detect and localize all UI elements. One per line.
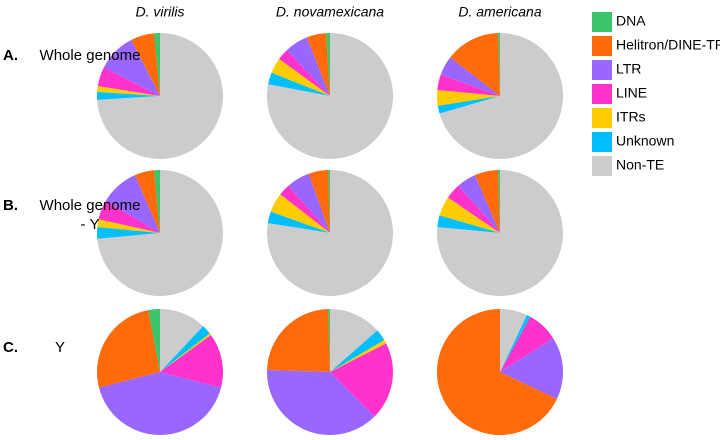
pie-slice (474, 170, 500, 233)
pie-slice (330, 330, 385, 372)
pie-slice (280, 185, 330, 233)
pie-slice (97, 92, 160, 100)
pie-slice (437, 215, 500, 233)
pie-slice (160, 333, 211, 372)
pie-slice (105, 175, 160, 233)
pie-slice (500, 338, 563, 399)
pie-slice (98, 372, 222, 436)
legend-label: Helitron/DINE-TR (616, 37, 720, 53)
pie-slice (437, 170, 563, 297)
row-letter: A. (3, 47, 18, 64)
column-header: D. novamexicana (276, 4, 384, 20)
legend-swatch (592, 60, 612, 80)
row-text: Y (54, 339, 65, 356)
row-text: Whole genome (39, 47, 141, 64)
pie-slice (437, 74, 500, 96)
pie-slice (98, 200, 160, 233)
legend-label: Unknown (616, 133, 674, 149)
pie-slice (267, 33, 394, 159)
pie-slice (500, 309, 527, 372)
pie-slice (267, 170, 393, 296)
pie-slice (326, 33, 330, 96)
pie-slice (330, 343, 393, 417)
legend-swatch (592, 156, 612, 176)
legend-swatch (592, 84, 612, 104)
legend-label: DNA (616, 13, 646, 29)
pie-slice (500, 316, 554, 372)
row-text: Whole genome - Y (39, 197, 141, 233)
legend-label: ITRs (616, 109, 646, 125)
pie-slice (97, 170, 223, 296)
pie-slice (160, 326, 210, 372)
pie-slice (447, 185, 500, 233)
legend-label: Non-TE (616, 157, 664, 173)
pie-slice (97, 227, 160, 239)
pie-slice (458, 175, 500, 233)
pie-slice (439, 33, 563, 159)
column-header: D. americana (458, 4, 541, 20)
pie-slice (97, 67, 160, 96)
legend-swatch (592, 12, 612, 32)
pie-slice (160, 309, 204, 372)
pie-slice (148, 309, 160, 372)
pie-slice (498, 170, 500, 233)
pie-slice (437, 96, 500, 114)
pie-slice (328, 170, 330, 233)
pie-slice (308, 170, 330, 233)
pie-slice (286, 37, 330, 96)
pie-slice (97, 310, 160, 388)
pie-slice (437, 90, 500, 106)
pie-slice (271, 58, 330, 96)
pie-slice (288, 173, 330, 233)
row-letter: B. (3, 197, 18, 214)
legend-swatch (592, 36, 612, 56)
pie-slice (103, 39, 160, 96)
pie-slice (500, 314, 531, 372)
row-letter: C. (3, 339, 18, 356)
pie-slice (306, 33, 330, 96)
legend-label: LTR (616, 61, 641, 77)
pie-slice (97, 219, 160, 233)
legend-swatch (592, 108, 612, 128)
pie-slice (154, 170, 160, 233)
pie-slice (498, 33, 500, 96)
pie-slice (268, 72, 330, 96)
pie-slice (267, 309, 330, 372)
pie-slice (439, 197, 500, 233)
pie-slice (330, 309, 378, 372)
pie-slice (160, 334, 223, 388)
pie-slice (97, 86, 160, 96)
column-header: D. virilis (136, 4, 185, 20)
pie-slice (279, 50, 330, 96)
pie-slice (134, 170, 160, 233)
pie-slice (450, 33, 500, 96)
pie-slice (328, 309, 330, 372)
pie-slice (97, 33, 224, 159)
pie-slice (330, 339, 387, 372)
pie-slice (267, 211, 330, 233)
pie-slice (267, 370, 375, 436)
pie-slice (131, 33, 160, 96)
pie-slice (270, 194, 330, 233)
legend-label: LINE (616, 85, 647, 101)
pie-slice (437, 309, 558, 436)
pie-slice (440, 57, 500, 96)
pie-slice (154, 33, 160, 96)
legend-swatch (592, 132, 612, 152)
